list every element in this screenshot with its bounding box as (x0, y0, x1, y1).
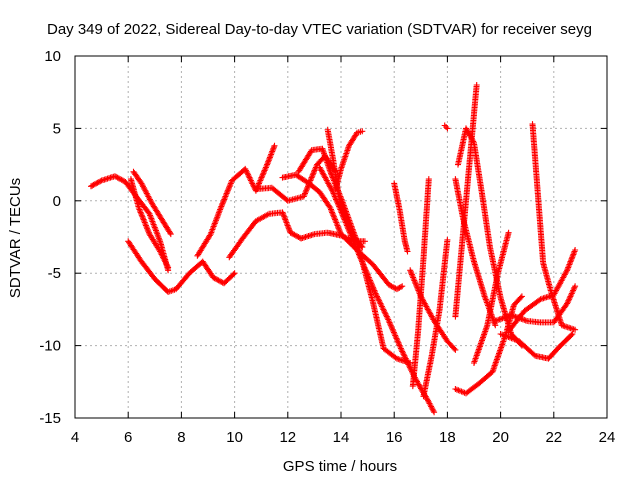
data-point-markers (471, 229, 512, 366)
data-point-markers (332, 128, 366, 193)
data-series-arc14 (391, 180, 411, 255)
data-point-markers (420, 236, 451, 400)
data-point-markers (127, 176, 172, 271)
x-tick-label: 14 (333, 429, 350, 446)
data-series-arc23 (471, 229, 512, 366)
data-series-arc24 (497, 331, 576, 362)
y-axis-label: SDTVAR / TECUs (7, 178, 24, 298)
x-tick-label: 6 (124, 429, 132, 446)
data-point-markers (88, 173, 172, 274)
x-tick-label: 22 (545, 429, 562, 446)
x-tick-label: 18 (439, 429, 456, 446)
data-series-arc4 (127, 176, 172, 271)
x-tick-label: 20 (492, 429, 509, 446)
chart-title: Day 349 of 2022, Sidereal Day-to-day VTE… (47, 21, 592, 38)
y-tick-label: 5 (53, 120, 61, 137)
x-tick-label: 4 (71, 429, 79, 446)
x-tick-label: 12 (279, 429, 296, 446)
data-series-arc22 (452, 293, 525, 397)
data-series-arc3 (130, 168, 174, 238)
y-tick-label: -15 (39, 410, 61, 427)
data-point-markers (409, 176, 432, 390)
y-tick-label: -10 (39, 338, 61, 355)
y-tick-label: 10 (44, 48, 61, 65)
data-points (88, 82, 579, 416)
data-point-markers (125, 238, 238, 295)
data-series-arc8 (279, 171, 406, 293)
data-point-markers (492, 283, 579, 326)
y-tick-label: 0 (53, 193, 61, 210)
data-series-arc26 (492, 283, 579, 326)
data-series-arc27 (529, 121, 579, 333)
x-tick-label: 24 (599, 429, 616, 446)
data-point-markers (497, 331, 576, 362)
x-tick-label: 10 (226, 429, 243, 446)
data-point-markers (130, 168, 174, 238)
axis-ticks: 4 6 8 10 12 14 16 18 20 22 24 -15 -10 -5 0 5 10 (39, 48, 615, 446)
data-series-arc6 (226, 209, 305, 261)
data-point-markers (226, 209, 305, 261)
data-series-arc5 (194, 142, 278, 259)
data-series-arc13 (332, 128, 366, 193)
data-point-markers (529, 121, 579, 333)
x-tick-label: 8 (177, 429, 185, 446)
x-tick-label: 16 (386, 429, 403, 446)
data-series-arc16 (409, 176, 432, 390)
data-point-markers (391, 180, 411, 255)
data-series-arc17 (420, 236, 451, 400)
data-series-arc2 (125, 238, 238, 295)
data-point-markers (194, 142, 278, 259)
data-series-arc1 (88, 173, 172, 274)
x-axis-label: GPS time / hours (283, 458, 397, 475)
data-point-markers (452, 293, 525, 397)
y-tick-label: -5 (48, 265, 61, 282)
data-point-markers (279, 171, 406, 293)
data-series-arc18 (441, 122, 451, 132)
data-point-markers (441, 122, 451, 132)
